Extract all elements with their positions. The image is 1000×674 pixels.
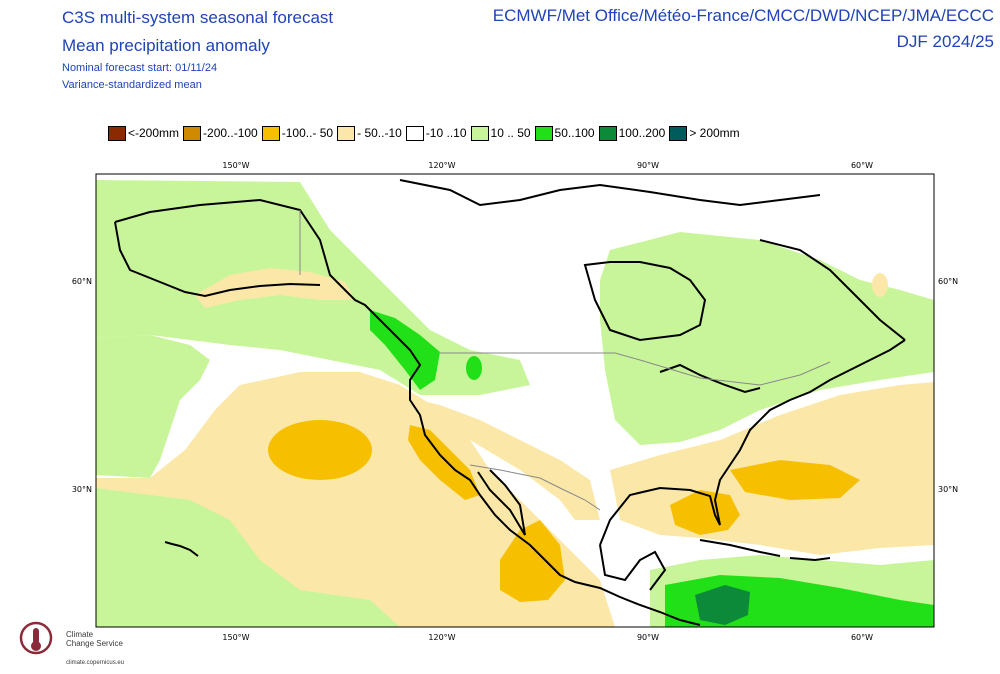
legend-swatch <box>534 125 553 141</box>
legend-label: 10 .. 50 <box>490 126 531 140</box>
legend-item: 10 .. 50 <box>470 125 531 141</box>
coast-hawaii <box>164 541 199 557</box>
legend-swatch <box>598 125 617 141</box>
coast-arctic-islands <box>399 179 821 207</box>
legend-label: <-200mm <box>128 126 180 140</box>
wet-region-bc-coast <box>370 310 440 390</box>
legend-swatch <box>183 125 202 141</box>
wet-region-north-pacific <box>96 335 210 478</box>
legend-item: -100..- 50 <box>261 125 334 141</box>
forecast-start: Nominal forecast start: 01/11/24 <box>62 62 218 74</box>
border-us-canada <box>440 352 831 386</box>
coast-gulf <box>599 339 906 546</box>
legend-item: > 200mm <box>669 125 740 141</box>
coast-hudson-bay <box>583 261 707 342</box>
logo-line-1: Climate <box>66 630 94 639</box>
legend-swatch <box>337 125 356 141</box>
dry-core-pacific <box>268 420 372 480</box>
border-us-mexico <box>469 464 601 511</box>
anomaly-field <box>96 174 934 627</box>
borders <box>299 210 831 511</box>
legend-swatch <box>108 125 126 141</box>
heavy-wet-region-panama <box>695 585 750 625</box>
coast-gulf-of-california <box>477 469 526 536</box>
logo-url: climate.copernicus.eu <box>66 660 125 666</box>
method-note: Variance-standardized mean <box>62 79 202 91</box>
lon-label-bottom: 150°W <box>222 633 249 642</box>
axis-labels: 150°W 120°W 90°W 60°W 150°W 120°W 90°W 60°W 60°N… <box>72 161 958 642</box>
color-legend: <-200mm -200..-100 -100..- 50 - 50..-10 -10 … <box>108 124 744 142</box>
coastlines <box>114 179 906 626</box>
lon-label-bottom: 120°W <box>428 633 455 642</box>
legend-label: > 200mm <box>689 126 740 140</box>
coast-labrador <box>759 239 906 341</box>
lat-label-left: 30°N <box>72 485 92 494</box>
dry-core-baja <box>408 425 480 500</box>
coast-yucatan <box>599 544 667 591</box>
legend-label: - 50..-10 <box>357 126 402 140</box>
legend-item: 100..200 <box>598 125 666 141</box>
centres-list: ECMWF/Met Office/Météo-France/CMCC/DWD/N… <box>492 6 994 25</box>
legend-swatch <box>669 125 688 141</box>
legend-item: -10 ..10 <box>405 125 467 141</box>
coast-great-lakes <box>659 363 761 394</box>
legend-item: - 50..-10 <box>337 125 402 141</box>
lon-label-bottom: 60°W <box>851 633 873 642</box>
season-label: DJF 2024/25 <box>896 32 994 51</box>
lon-label-top: 120°W <box>428 161 455 170</box>
coast-hispaniola <box>789 557 831 562</box>
lat-label-right: 60°N <box>938 277 958 286</box>
lon-label-top: 90°W <box>637 161 659 170</box>
lon-label-bottom: 90°W <box>637 633 659 642</box>
coast-alaska-south <box>114 221 321 298</box>
wet-spot-plains <box>466 356 482 380</box>
legend-item: 50..100 <box>534 125 595 141</box>
legend-label: -100..- 50 <box>281 126 334 140</box>
title-line-2: Mean precipitation anomaly <box>62 36 270 55</box>
title-line-1: C3S multi-system seasonal forecast <box>62 8 334 27</box>
dry-core-mexico-coast <box>500 520 565 602</box>
dry-spot-labrador <box>872 273 888 297</box>
legend-label: -200..-100 <box>203 126 258 140</box>
lat-label-right: 30°N <box>938 485 958 494</box>
wet-region-east-canada <box>600 232 934 445</box>
lat-label-left: 60°N <box>72 277 92 286</box>
logo-line-2: Change Service <box>66 639 123 648</box>
legend-swatch <box>470 125 489 141</box>
legend-swatch <box>405 125 424 141</box>
coast-alaska <box>114 198 701 626</box>
thermometer-logo-icon <box>19 621 53 655</box>
dry-region-west-coast <box>410 398 600 520</box>
map-frame <box>95 173 935 628</box>
wet-region-tropical-pacific <box>96 488 400 627</box>
legend-swatch <box>261 125 280 141</box>
lon-label-top: 150°W <box>222 161 249 170</box>
dry-region-alaska-coast <box>195 268 355 308</box>
coast-cuba <box>699 539 781 557</box>
copernicus-logo: Climate Change Service climate.copernicu… <box>16 618 156 670</box>
legend-label: 50..100 <box>554 126 595 140</box>
lon-label-top: 60°W <box>851 161 873 170</box>
legend-label: 100..200 <box>618 126 666 140</box>
legend-item: -200..-100 <box>183 125 258 141</box>
legend-item: <-200mm <box>108 125 180 141</box>
dry-core-atlantic <box>730 460 860 500</box>
dry-core-florida <box>670 490 740 535</box>
legend-label: -10 ..10 <box>425 126 467 140</box>
